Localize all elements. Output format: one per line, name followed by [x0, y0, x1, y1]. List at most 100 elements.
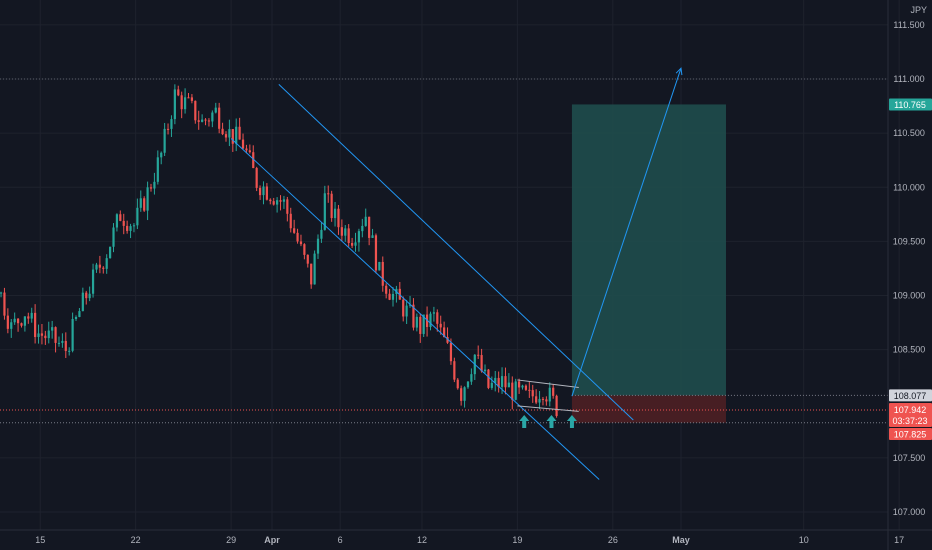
- candle-down: [221, 128, 224, 135]
- up-arrow-icon: [519, 415, 530, 428]
- candle-up: [422, 314, 425, 334]
- candle-down: [299, 241, 303, 245]
- candle-down: [64, 340, 67, 351]
- entry-price-badge-bg: [889, 389, 932, 402]
- candle-up: [173, 89, 176, 120]
- candle-up: [23, 316, 26, 326]
- candle-down: [528, 389, 531, 391]
- candle-down: [456, 379, 459, 389]
- candle-down: [98, 264, 101, 268]
- candle-down: [204, 119, 207, 121]
- candle-up: [470, 374, 473, 382]
- candle-up: [78, 311, 81, 317]
- candle-up: [170, 119, 173, 129]
- candle-down: [177, 89, 180, 96]
- candle-down: [286, 199, 289, 214]
- price-tick-label: 107.000: [893, 507, 926, 517]
- candle-down: [368, 216, 371, 238]
- candle-up: [313, 253, 316, 285]
- candle-up: [37, 333, 40, 338]
- candle-up: [494, 377, 497, 383]
- stop-price-badge-bg: [889, 428, 932, 441]
- price-tick-label: 111.500: [893, 20, 924, 30]
- candle-up: [91, 269, 95, 294]
- candle-down: [255, 168, 258, 188]
- candle-up: [139, 198, 142, 208]
- candle-up: [153, 181, 156, 189]
- horizontal-levels: [0, 78, 888, 424]
- candle-up: [432, 312, 435, 314]
- candle-up: [276, 200, 279, 205]
- candle-down: [3, 292, 6, 316]
- candle-down: [412, 304, 415, 328]
- candle-down: [16, 318, 20, 324]
- candle-up: [214, 107, 217, 113]
- candle-down: [40, 333, 44, 336]
- candle-up: [500, 376, 504, 387]
- candle-down: [166, 128, 170, 130]
- candle-down: [190, 97, 194, 101]
- candle-down: [531, 390, 534, 397]
- candle-up: [282, 199, 286, 202]
- candle-down: [269, 199, 272, 202]
- candle-up: [538, 398, 541, 403]
- candle-up: [323, 193, 326, 230]
- candle-up: [47, 330, 50, 339]
- candle-down: [303, 244, 306, 255]
- time-axis[interactable]: 15 22 29 Apr 6 12 19 26 May 10 17: [0, 529, 932, 545]
- candle-down: [446, 337, 449, 343]
- candle-down: [439, 323, 442, 328]
- stop-price-badge: 107.825: [894, 430, 927, 440]
- time-tick-label: 29: [226, 535, 236, 545]
- candle-down: [248, 150, 251, 153]
- candle-down: [511, 382, 514, 400]
- up-arrow-icon: [566, 415, 577, 428]
- candle-up: [507, 382, 510, 388]
- time-tick-label: 17: [894, 535, 904, 545]
- candle-up: [57, 342, 61, 344]
- up-arrow-icon: [546, 415, 557, 428]
- forecast-arrow-head: [675, 67, 683, 76]
- price-tick-label: 111.000: [893, 74, 924, 84]
- candle-down: [187, 97, 190, 99]
- candle-up: [201, 119, 204, 122]
- candle-up: [156, 157, 159, 182]
- candle-down: [143, 198, 146, 211]
- candle-up: [429, 313, 432, 327]
- candle-up: [463, 387, 466, 401]
- candle-up: [548, 387, 551, 402]
- candle-up: [71, 319, 74, 351]
- candle-down: [306, 254, 309, 264]
- candle-up: [132, 225, 136, 227]
- candle-up: [378, 261, 381, 271]
- candle-down: [102, 267, 105, 269]
- time-tick-label: May: [672, 535, 690, 545]
- candle-down: [238, 126, 241, 140]
- candle-up: [61, 340, 64, 343]
- stop-zone: [571, 395, 726, 423]
- candle-down: [231, 129, 234, 144]
- candle-down: [272, 201, 275, 205]
- candle-up: [415, 316, 418, 328]
- price-tick-label: 109.500: [893, 236, 926, 246]
- candle-up: [262, 186, 265, 196]
- candle-down: [180, 95, 183, 110]
- candle-down: [218, 107, 221, 129]
- price-axis[interactable]: 111.500 111.000 110.500 110.000 109.500 109.0…: [887, 0, 927, 550]
- candle-up: [112, 227, 115, 247]
- candle-up: [95, 264, 98, 270]
- candle-down: [20, 323, 23, 326]
- candle-down: [252, 152, 255, 169]
- candle-down: [419, 316, 422, 334]
- channel-drawings: [230, 67, 683, 480]
- candle-down: [381, 261, 384, 286]
- time-tick-label: 15: [35, 535, 45, 545]
- candle-down: [460, 388, 463, 401]
- entry-price-badge: 108.077: [894, 391, 927, 401]
- candle-down: [197, 120, 200, 122]
- candle-up: [10, 322, 13, 329]
- candle-down: [27, 316, 30, 319]
- candle-down: [402, 299, 405, 317]
